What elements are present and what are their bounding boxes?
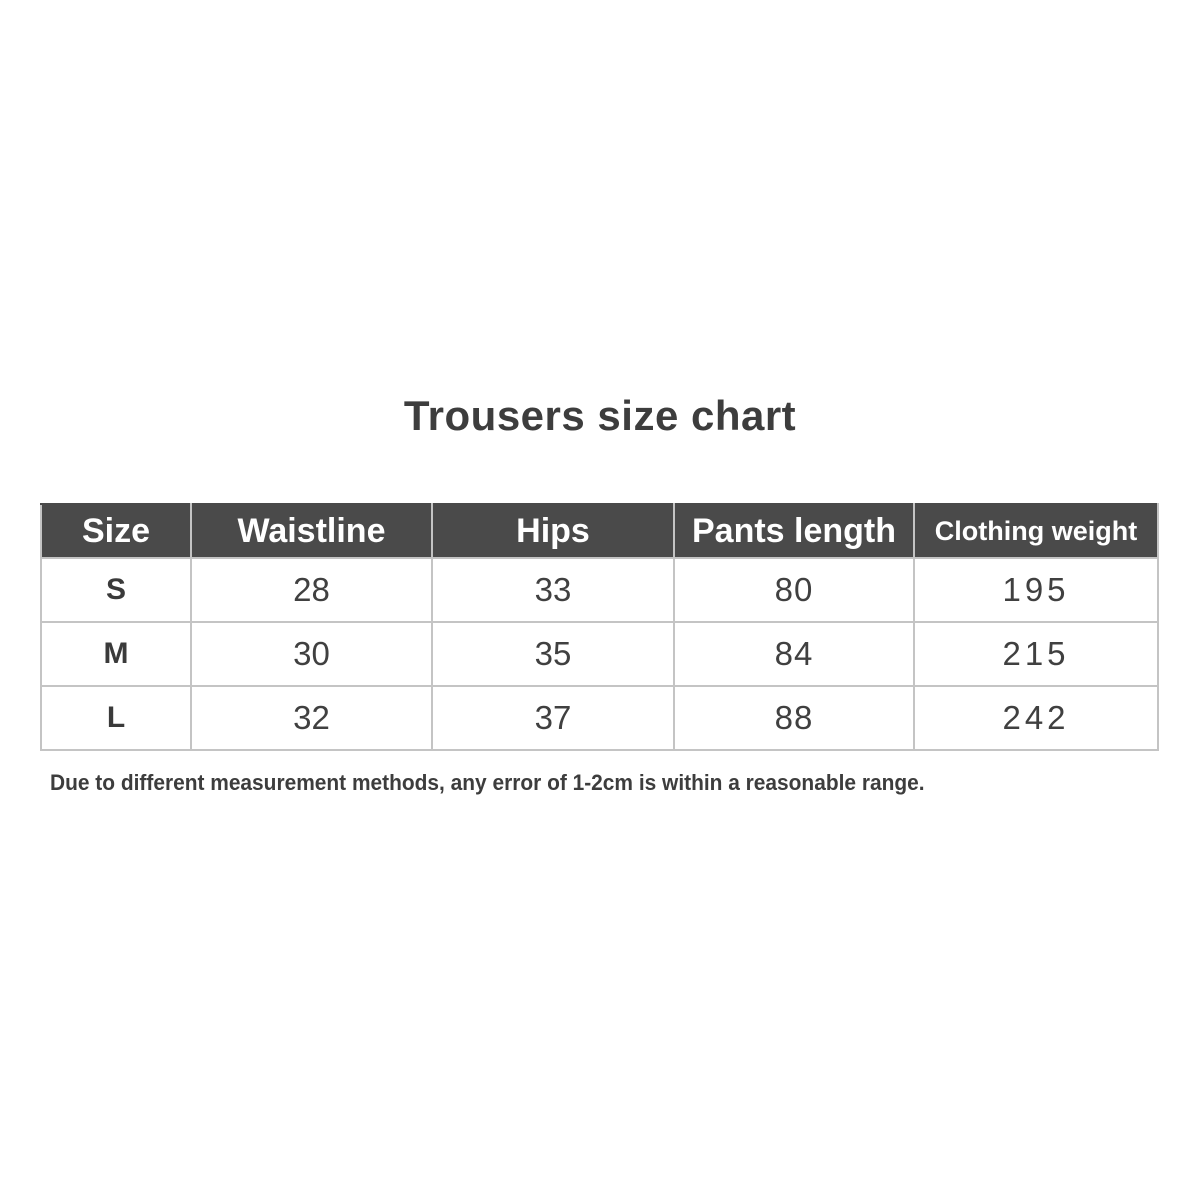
column-header-clothing-weight: Clothing weight bbox=[913, 503, 1159, 559]
size-chart-table: Size Waistline Hips Pants length Clothin… bbox=[40, 503, 1159, 751]
column-header-waistline: Waistline bbox=[190, 503, 433, 559]
page-title: Trousers size chart bbox=[403, 392, 797, 439]
cell-waistline-m: 30 bbox=[190, 621, 433, 687]
table-row-size-m: M 30 35 84 215 bbox=[40, 621, 1159, 687]
cell-hips-s: 33 bbox=[431, 557, 675, 623]
cell-size-s: S bbox=[40, 557, 192, 623]
table-header-row: Size Waistline Hips Pants length Clothin… bbox=[40, 503, 1159, 559]
cell-hips-l: 37 bbox=[431, 685, 675, 751]
cell-clothing-weight-l: 242 bbox=[913, 685, 1159, 751]
cell-waistline-l: 32 bbox=[190, 685, 433, 751]
cell-size-m: M bbox=[40, 621, 192, 687]
cell-clothing-weight-s: 195 bbox=[913, 557, 1159, 623]
measurement-note: Due to different measurement methods, an… bbox=[50, 770, 925, 795]
cell-waistline-s: 28 bbox=[190, 557, 433, 623]
cell-pants-length-m: 84 bbox=[673, 621, 915, 687]
table-row-size-s: S 28 33 80 195 bbox=[40, 557, 1159, 623]
column-header-size: Size bbox=[40, 503, 192, 559]
column-header-pants-length: Pants length bbox=[673, 503, 915, 559]
table-row-size-l: L 32 37 88 242 bbox=[40, 685, 1159, 751]
cell-pants-length-l: 88 bbox=[673, 685, 915, 751]
cell-size-l: L bbox=[40, 685, 192, 751]
column-header-hips: Hips bbox=[431, 503, 675, 559]
cell-hips-m: 35 bbox=[431, 621, 675, 687]
cell-pants-length-s: 80 bbox=[673, 557, 915, 623]
cell-clothing-weight-m: 215 bbox=[913, 621, 1159, 687]
